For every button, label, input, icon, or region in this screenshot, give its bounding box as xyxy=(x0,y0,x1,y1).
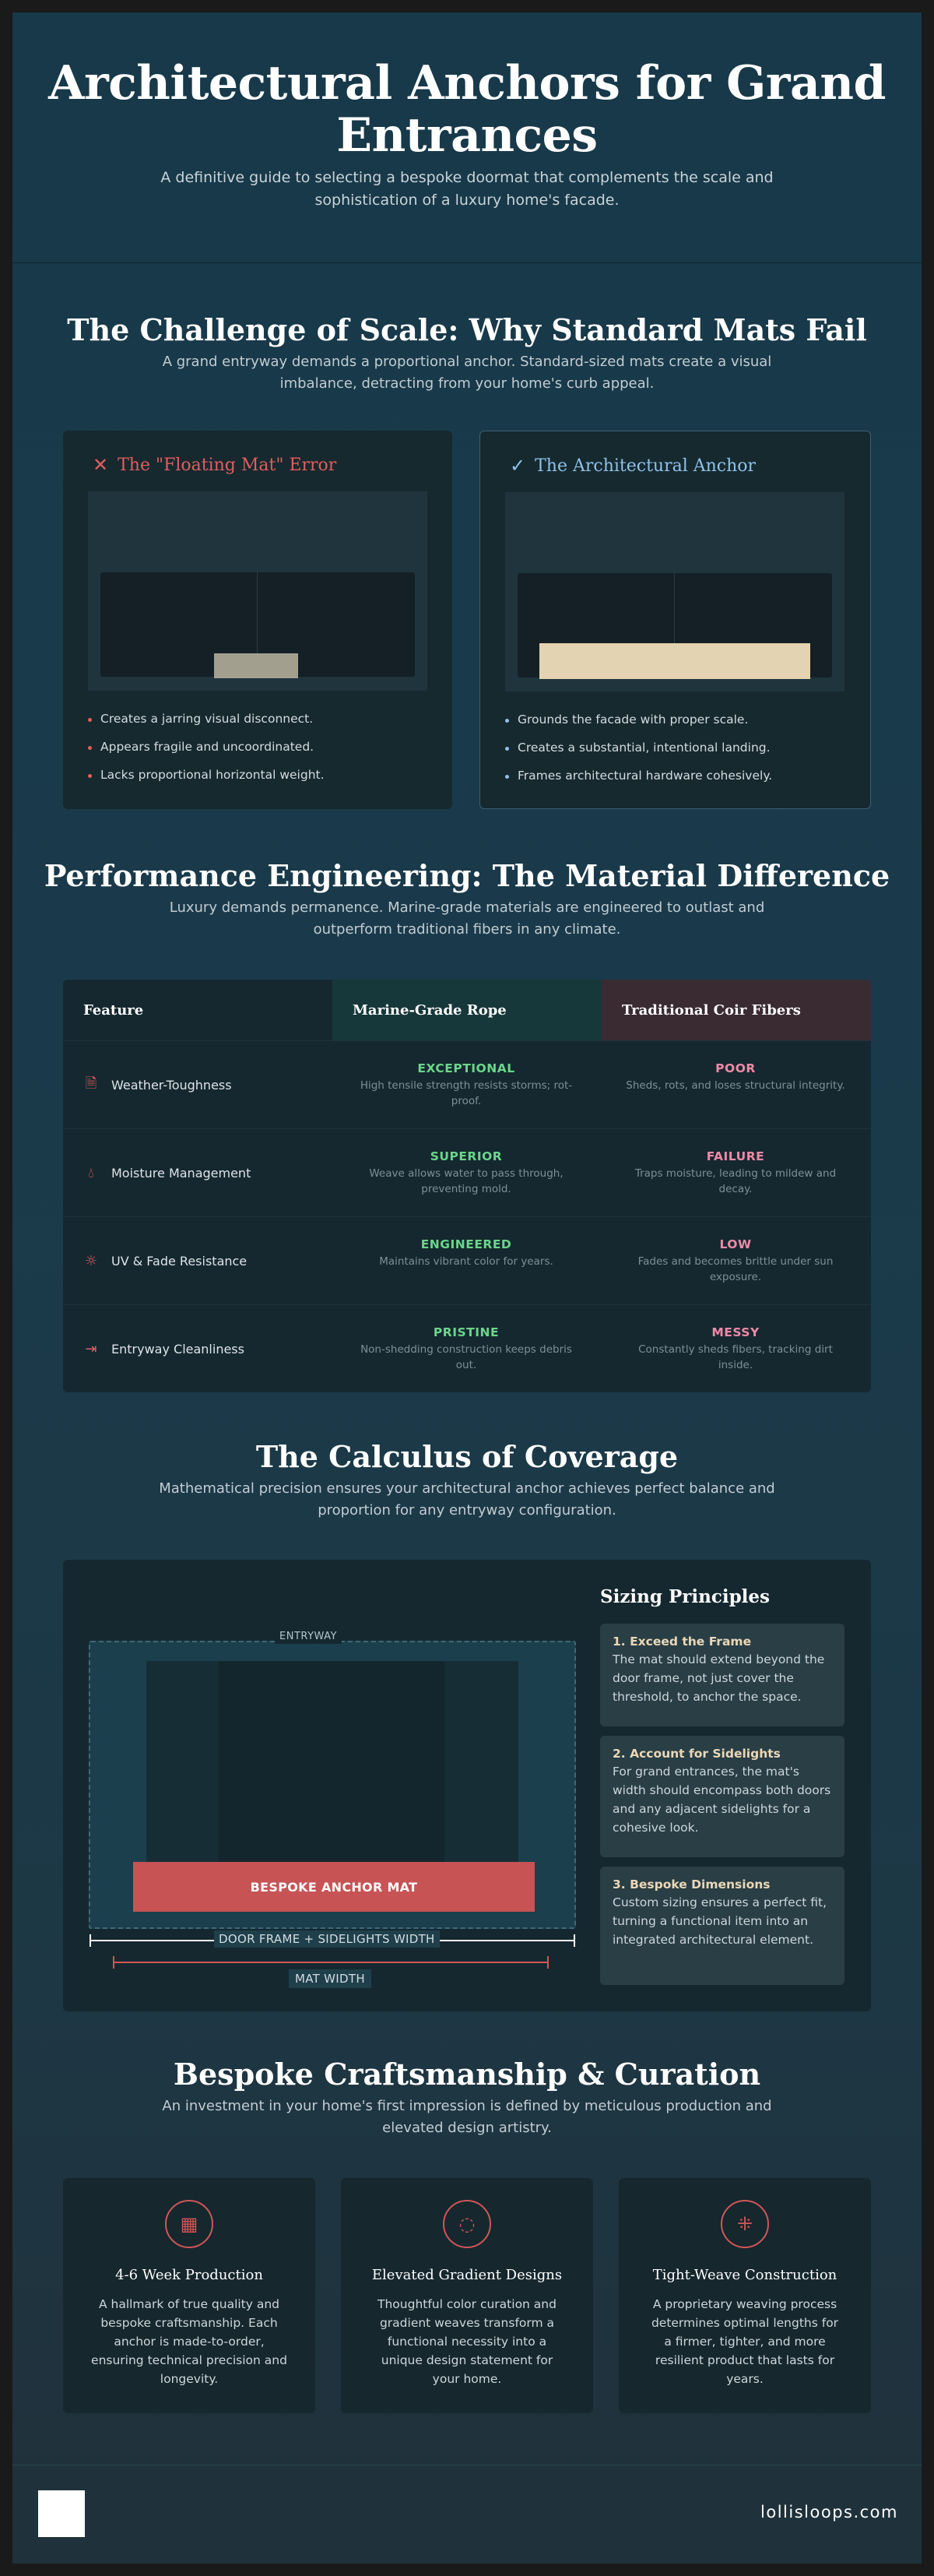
coir-value: MESSY xyxy=(711,1325,760,1339)
rope-value: SUPERIOR xyxy=(430,1149,503,1163)
hero: Architectural Anchors for Grand Entrance… xyxy=(12,12,922,263)
architectural-anchor-card: ✓ The Architectural Anchor Grounds the f… xyxy=(479,431,871,809)
craft-title: Bespoke Craftsmanship & Curation xyxy=(173,2057,761,2092)
droplet-icon: 💧︎ xyxy=(88,1165,94,1181)
coverage-diagram-card: ENTRYWAY BESPOKE ANCHOR MAT DOOR FRAME +… xyxy=(63,1560,871,2011)
rope-value: PRISTINE xyxy=(433,1325,500,1339)
anchor-mat-illustration xyxy=(505,492,844,692)
rope-value: EXCEPTIONAL xyxy=(417,1061,515,1075)
feature-label: UV & Fade Resistance xyxy=(111,1254,248,1269)
coverage-title: The Calculus of Coverage xyxy=(255,1439,679,1474)
feature-label: Weather-Toughness xyxy=(111,1078,232,1093)
header-marine-rope: Marine-Grade Rope xyxy=(332,980,602,1040)
document-icon: 🗎 xyxy=(85,1075,97,1092)
architectural-anchor-title: The Architectural Anchor xyxy=(535,456,757,476)
principle-title: 2. Account for Sidelights xyxy=(613,1747,781,1761)
calendar-icon: ▦ xyxy=(180,2213,198,2235)
architectural-anchor-bullets: Grounds the facade with proper scale. Cr… xyxy=(505,706,772,790)
list-item: Creates a substantial, intentional landi… xyxy=(505,734,772,762)
rope-desc: Maintains vibrant color for years. xyxy=(379,1255,553,1268)
table-row: 💧︎ Moisture Management SUPERIOR Weave allo… xyxy=(63,1128,871,1216)
arrows-icon: ⇥ xyxy=(85,1341,97,1357)
list-item: Frames architectural hardware cohesively… xyxy=(505,762,772,790)
feature-label: Moisture Management xyxy=(111,1166,251,1181)
coir-desc: Sheds, rots, and loses structural integr… xyxy=(626,1079,845,1092)
craft-card-title: 4-6 Week Production xyxy=(115,2267,263,2283)
bespoke-anchor-mat: BESPOKE ANCHOR MAT xyxy=(133,1862,535,1912)
coverage-subtitle: Mathematical precision ensures your arch… xyxy=(159,1480,775,1519)
mat-width-label: MAT WIDTH xyxy=(289,1969,371,1988)
principle-body: For grand entrances, the mat's width sho… xyxy=(613,1765,831,1835)
floating-mat-title: The "Floating Mat" Error xyxy=(118,455,337,475)
principle-body: Custom sizing ensures a perfect fit, tur… xyxy=(613,1895,827,1948)
list-item: Creates a jarring visual disconnect. xyxy=(88,705,325,733)
header-coir: Traditional Coir Fibers xyxy=(602,980,871,1040)
check-icon: ✓ xyxy=(510,455,526,477)
small-mat xyxy=(214,653,298,678)
principle-title: 3. Bespoke Dimensions xyxy=(613,1877,771,1892)
floating-mat-bullets: Creates a jarring visual disconnect. App… xyxy=(88,705,325,789)
table-row: ☼ UV & Fade Resistance ENGINEERED Maintain… xyxy=(63,1216,871,1304)
performance-title: Performance Engineering: The Material Di… xyxy=(44,858,890,893)
challenge-title: The Challenge of Scale: Why Standard Mat… xyxy=(67,312,867,347)
footer: lollisloops.com xyxy=(12,2465,922,2564)
rope-desc: Non-shedding construction keeps debris o… xyxy=(360,1343,572,1371)
page-subtitle: A definitive guide to selecting a bespok… xyxy=(160,169,774,209)
principle-body: The mat should extend beyond the door fr… xyxy=(613,1652,825,1705)
principle-card: 1. Exceed the Frame The mat should exten… xyxy=(600,1624,844,1726)
weave-icon: ⁜ xyxy=(736,2213,753,2235)
logo[interactable] xyxy=(38,2490,85,2537)
principle-card: 3. Bespoke Dimensions Custom sizing ensu… xyxy=(600,1867,844,1985)
craft-card-body: Thoughtful color curation and gradient w… xyxy=(377,2297,557,2387)
header-feature: Feature xyxy=(83,1001,144,1019)
frame-width-label: DOOR FRAME + SIDELIGHTS WIDTH xyxy=(214,1930,440,1948)
entryway-label: ENTRYWAY xyxy=(275,1629,342,1644)
page: Architectural Anchors for Grand Entrance… xyxy=(12,12,922,2564)
coir-value: LOW xyxy=(719,1237,752,1251)
large-mat xyxy=(539,643,810,679)
list-item: Appears fragile and uncoordinated. xyxy=(88,733,325,761)
performance-subtitle: Luxury demands permanence. Marine-grade … xyxy=(169,899,765,938)
rope-desc: High tensile strength resists storms; ro… xyxy=(360,1079,573,1107)
craft-card: ⁜ Tight-Weave Construction A proprietary… xyxy=(619,2178,871,2413)
challenge-subtitle: A grand entryway demands a proportional … xyxy=(162,354,772,392)
x-icon: ✕ xyxy=(93,454,109,476)
site-link[interactable]: lollisloops.com xyxy=(760,2503,898,2521)
coir-desc: Traps moisture, leading to mildew and de… xyxy=(634,1167,837,1195)
craft-subtitle: An investment in your home's first impre… xyxy=(162,2098,772,2136)
rope-value: ENGINEERED xyxy=(420,1237,512,1251)
table-row: 🗎 Weather-Toughness EXCEPTIONAL High tensi… xyxy=(63,1040,871,1128)
principle-title: 1. Exceed the Frame xyxy=(613,1635,752,1649)
table-row: ⇥ Entryway Cleanliness PRISTINE Non-sheddi… xyxy=(63,1304,871,1392)
mat-width-dimension xyxy=(113,1956,549,1969)
list-item: Grounds the facade with proper scale. xyxy=(505,706,772,734)
page-title: Architectural Anchors for Grand Entrance… xyxy=(48,56,886,164)
droplet-icon: ◌ xyxy=(458,2213,476,2235)
coir-value: FAILURE xyxy=(706,1149,765,1163)
craft-card-body: A proprietary weaving process determines… xyxy=(651,2297,839,2387)
coir-desc: Fades and becomes brittle under sun expo… xyxy=(637,1255,834,1283)
craft-card: ▦ 4-6 Week Production A hallmark of true… xyxy=(63,2178,315,2413)
craft-card: ◌ Elevated Gradient Designs Thoughtful c… xyxy=(341,2178,593,2413)
feature-label: Entryway Cleanliness xyxy=(111,1342,244,1357)
rope-desc: Weave allows water to pass through, prev… xyxy=(369,1167,564,1195)
craft-card-title: Elevated Gradient Designs xyxy=(371,2267,563,2283)
list-item: Lacks proportional horizontal weight. xyxy=(88,761,325,789)
floating-mat-card: ✕ The "Floating Mat" Error Creates a jar… xyxy=(63,431,452,809)
craft-card-title: Tight-Weave Construction xyxy=(652,2267,837,2283)
sizing-principles-title: Sizing Principles xyxy=(600,1586,770,1607)
coir-value: POOR xyxy=(715,1061,756,1075)
craft-card-body: A hallmark of true quality and bespoke c… xyxy=(91,2297,287,2387)
floating-mat-illustration xyxy=(88,491,427,691)
sun-icon: ☼ xyxy=(84,1253,98,1269)
principle-card: 2. Account for Sidelights For grand entr… xyxy=(600,1736,844,1857)
comparison-table: Feature Marine-Grade Rope Traditional Co… xyxy=(63,980,871,1392)
coir-desc: Constantly sheds fibers, tracking dirt i… xyxy=(638,1343,833,1371)
